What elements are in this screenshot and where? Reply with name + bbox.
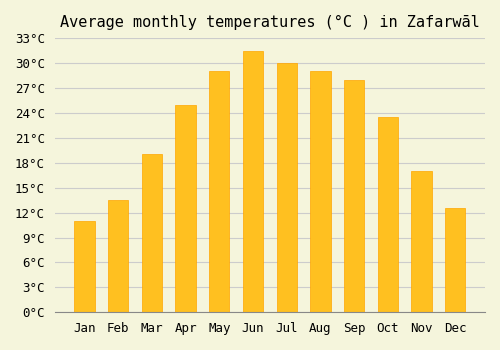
Bar: [344, 80, 364, 312]
Bar: [445, 209, 466, 312]
Bar: [243, 51, 263, 312]
Title: Average monthly temperatures (°C ) in Zafarwāl: Average monthly temperatures (°C ) in Za…: [60, 15, 480, 30]
Bar: [176, 105, 196, 312]
Bar: [74, 221, 94, 312]
Bar: [276, 63, 297, 312]
Bar: [412, 171, 432, 312]
Bar: [209, 71, 230, 312]
Bar: [378, 117, 398, 312]
Bar: [310, 71, 330, 312]
Bar: [108, 200, 128, 312]
Bar: [142, 154, 162, 312]
